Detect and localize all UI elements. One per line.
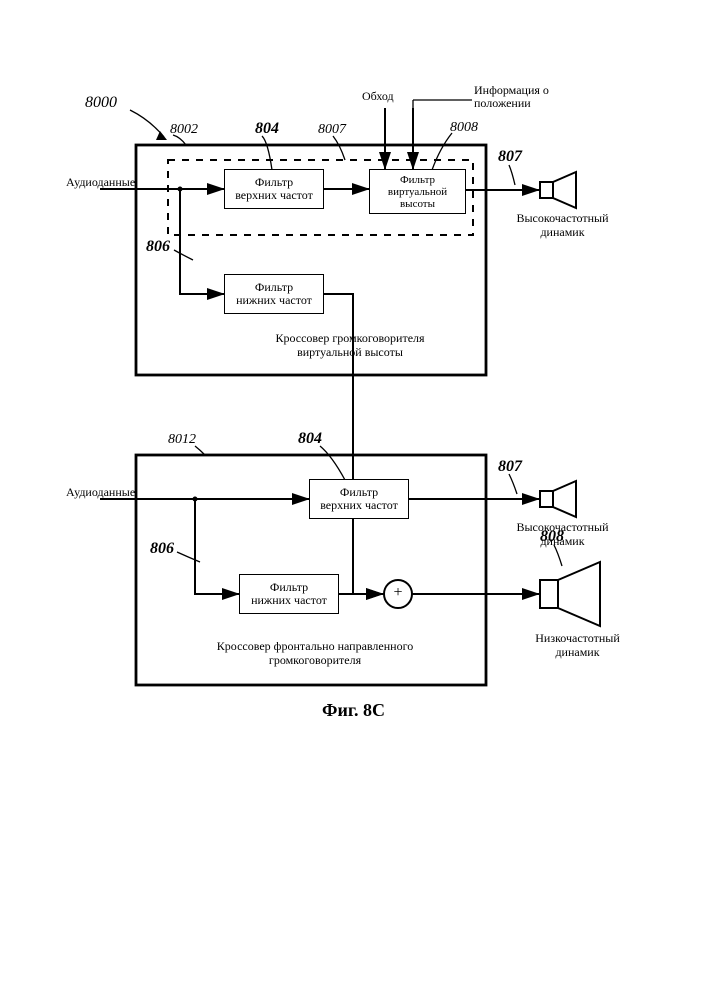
input-bypass-label: Обход bbox=[362, 90, 394, 104]
caption-bot: Кроссовер фронтально направленного громк… bbox=[185, 640, 445, 668]
hpf-top-block: Фильтр верхних частот bbox=[225, 170, 323, 208]
tweeter-top-caption: Высокочастотный динамик bbox=[505, 212, 620, 240]
lpf-bot-block: Фильтр нижних частот bbox=[240, 575, 338, 613]
input-position-label: Информация о положении bbox=[474, 84, 549, 110]
ref-806-bot: 806 bbox=[150, 540, 174, 558]
caption-top: Кроссовер громкоговорителя виртуальной в… bbox=[250, 332, 450, 360]
hpf-bot-block: Фильтр верхних частот bbox=[310, 480, 408, 518]
lpf-bot-label: Фильтр нижних частот bbox=[240, 579, 338, 609]
ref-807-bot: 807 bbox=[498, 458, 522, 476]
hpf-top-label: Фильтр верхних частот bbox=[225, 174, 323, 204]
input-audio-top-label: Аудиоданные bbox=[66, 176, 135, 190]
lpf-top-block: Фильтр нижних частот bbox=[225, 275, 323, 313]
tweeter-icon bbox=[540, 481, 576, 517]
tweeter-icon bbox=[540, 172, 576, 208]
ref-8012: 8012 bbox=[168, 432, 196, 448]
ref-807-top: 807 bbox=[498, 148, 522, 166]
figure-title: Фиг. 8C bbox=[0, 700, 707, 721]
summation-symbol: + bbox=[390, 584, 406, 602]
woofer-icon bbox=[540, 562, 600, 626]
ref-8000: 8000 bbox=[85, 94, 117, 112]
ref-806-top: 806 bbox=[146, 238, 170, 256]
vh-filter-label: Фильтр виртуальной высоты bbox=[370, 171, 465, 211]
woofer-caption: Низкочастотный динамик bbox=[520, 632, 635, 660]
ref-804-bot: 804 bbox=[298, 430, 322, 448]
ref-8002: 8002 bbox=[170, 122, 198, 138]
input-audio-bot-label: Аудиоданные bbox=[66, 486, 135, 500]
lpf-top-label: Фильтр нижних частот bbox=[225, 279, 323, 309]
tweeter-bot-caption: Высокочастотный динамик bbox=[505, 521, 620, 549]
ref-8007: 8007 bbox=[318, 122, 346, 138]
hpf-bot-label: Фильтр верхних частот bbox=[310, 484, 408, 514]
vh-filter-block: Фильтр виртуальной высоты bbox=[370, 170, 465, 213]
ref-8008: 8008 bbox=[450, 120, 478, 136]
ref-804-top: 804 bbox=[255, 120, 279, 138]
